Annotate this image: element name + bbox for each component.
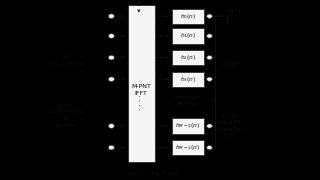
- Text: · · · ·: · · · ·: [160, 96, 166, 111]
- Circle shape: [108, 77, 115, 82]
- Circle shape: [108, 14, 115, 19]
- Circle shape: [108, 55, 115, 60]
- Text: $h_{M-2}(n)$: $h_{M-2}(n)$: [175, 122, 200, 130]
- Bar: [172, 28, 204, 44]
- Bar: [172, 140, 204, 155]
- Text: M
Input Ports: M Input Ports: [49, 55, 83, 67]
- Circle shape: [207, 34, 212, 38]
- Text: $h_0(n)$: $h_0(n)$: [180, 12, 196, 21]
- Circle shape: [207, 124, 212, 128]
- Text: · · ·: · · ·: [116, 97, 125, 109]
- Bar: [172, 8, 204, 24]
- Bar: [128, 5, 155, 162]
- Text: FDM: FDM: [222, 62, 238, 68]
- Bar: [172, 50, 204, 65]
- Text: $h_1(n)$: $h_1(n)$: [180, 31, 196, 40]
- Bar: [172, 118, 204, 134]
- Text: · · · ·: · · · ·: [182, 96, 188, 111]
- Text: $h_r(n)=h(r+nM)$: $h_r(n)=h(r+nM)$: [128, 169, 181, 178]
- Bar: [172, 71, 204, 87]
- Circle shape: [108, 34, 115, 38]
- Circle shape: [207, 55, 212, 60]
- Circle shape: [108, 145, 115, 150]
- Text: fs: fs: [136, 1, 142, 8]
- Text: Polyphase
Partition: Polyphase Partition: [174, 95, 201, 107]
- Circle shape: [207, 77, 212, 81]
- Circle shape: [207, 145, 212, 150]
- Text: $h_{M-1}(n)$: $h_{M-1}(n)$: [175, 143, 200, 152]
- Text: · · · ·: · · · ·: [138, 94, 144, 110]
- Text: $h_3(n)$: $h_3(n)$: [180, 75, 196, 84]
- Text: 1-FDM
Output Port
Sample Rate
M fs: 1-FDM Output Port Sample Rate M fs: [212, 114, 246, 138]
- Circle shape: [207, 14, 212, 18]
- Text: Input
Sample Rate
fs
per Port: Input Sample Rate fs per Port: [48, 103, 84, 128]
- Text: $h_2(n)$: $h_2(n)$: [180, 53, 196, 62]
- Text: M-PNT
IFFT: M-PNT IFFT: [131, 84, 151, 96]
- Text: M fs: M fs: [228, 9, 241, 14]
- Circle shape: [108, 124, 115, 128]
